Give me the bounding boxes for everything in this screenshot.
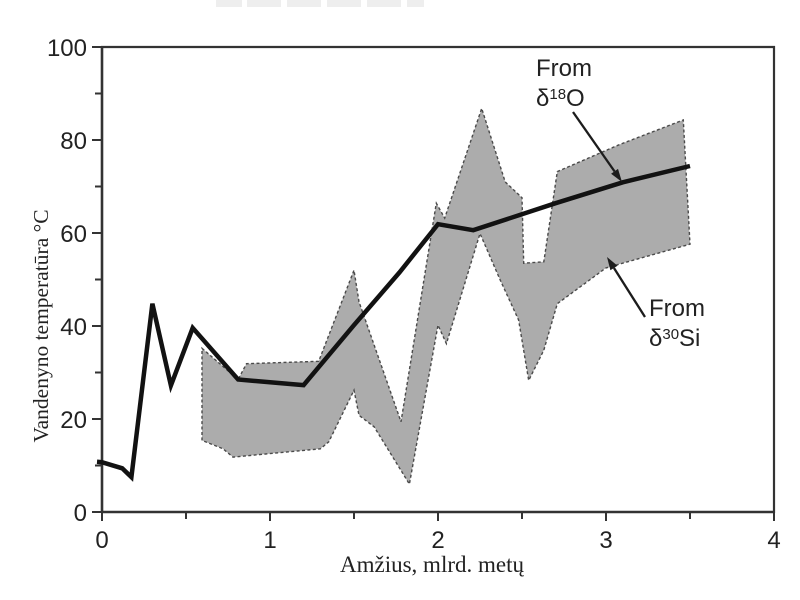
x-tick-label: 3 (599, 527, 612, 554)
annotation-arrow-si30 (612, 267, 646, 318)
annotation-text-part: From (649, 295, 705, 322)
y-tick-label: 100 (47, 35, 87, 62)
annotation-text-part: 18 (549, 86, 566, 103)
annotation-label-si30: δ30Si (649, 325, 700, 352)
annotation-text-part: δ (536, 85, 549, 112)
x-tick-labels: 0 1 2 3 4 (95, 527, 780, 554)
annotation-text-part: δ (649, 325, 662, 352)
x-tick-label: 2 (431, 527, 444, 554)
arrowhead-icon (607, 257, 618, 271)
cropped-title-artifact (247, 0, 281, 7)
x-tick-label: 4 (767, 527, 780, 554)
y-tick-label: 60 (60, 221, 87, 248)
y-tick-label: 20 (60, 407, 87, 434)
cropped-title-artifact (407, 0, 424, 7)
annotation-si30: From δ30Si (607, 257, 705, 352)
annotation-text-part: O (566, 85, 585, 112)
x-axis-title: Amžius, mlrd. metų (340, 552, 524, 577)
cropped-title-artifact (327, 0, 361, 7)
annotation-arrow-o18 (572, 111, 616, 173)
y-tick-labels: 0 20 40 60 80 100 (47, 35, 87, 527)
annotation-label-o18: From (536, 55, 592, 82)
y-tick-label: 0 (74, 500, 87, 527)
si30-uncertainty-band (201, 106, 691, 487)
cropped-title-artifact (287, 0, 321, 7)
annotation-text-part: 30 (662, 326, 679, 343)
cropped-title-artifact (216, 0, 242, 7)
annotation-text-part: Si (679, 325, 700, 352)
annotation-text-part: From (536, 55, 592, 82)
x-tick-label: 0 (95, 527, 108, 554)
annotation-label-o18: δ18O (536, 85, 585, 112)
annotation-o18: From δ18O (536, 55, 622, 182)
y-axis-title: Vandenyno temperatūra °C (29, 209, 53, 442)
arrowhead-icon (611, 168, 622, 182)
y-tick-label: 80 (60, 128, 87, 155)
axis-ticks (92, 46, 775, 521)
cropped-title-artifact (367, 0, 401, 7)
y-tick-label: 40 (60, 314, 87, 341)
o18-temperature-line (96, 163, 691, 482)
annotation-label-si30: From (649, 295, 705, 322)
x-tick-label: 1 (263, 527, 276, 554)
